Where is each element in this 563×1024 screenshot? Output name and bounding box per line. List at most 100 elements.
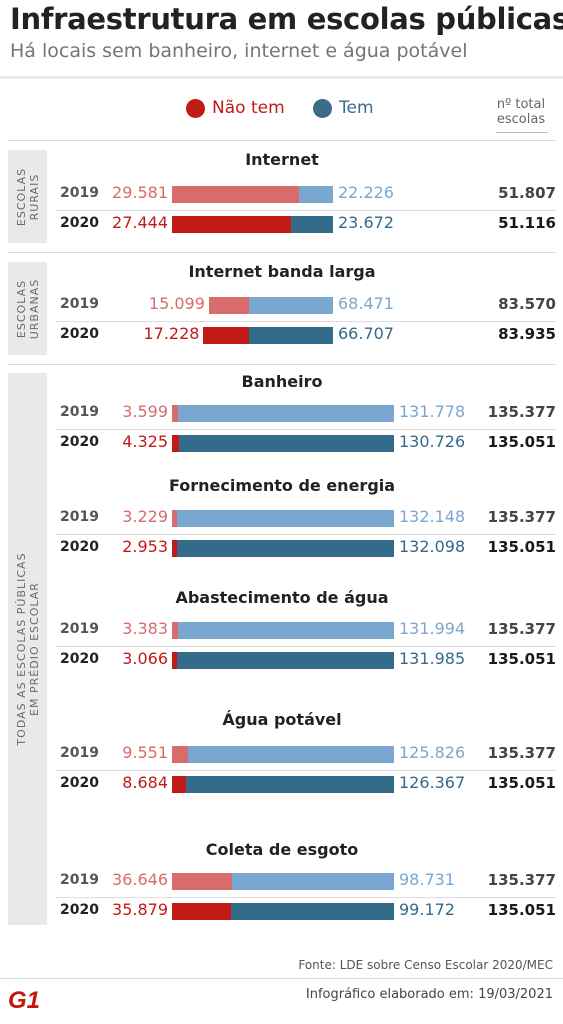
credit-note: Infográfico elaborado em: 19/03/2021 [305,987,553,1002]
total-value: 135.377 [487,620,556,638]
bar-segment-tem [249,297,333,314]
bar-segment-tem [186,776,394,793]
group-all-line-2: EM PRÉDIO ESCOLAR [27,582,41,716]
group-label-rural-text: ESCOLAS RURAIS [15,167,41,225]
bar-segment-nao-tem [203,327,249,344]
total-column-header: nº total escolas [480,97,562,127]
bar-segment-nao-tem [172,216,292,233]
data-label-tem: 98.731 [399,870,455,889]
category-title: Fornecimento de energia [168,476,396,495]
legend-swatch-tem [313,98,332,118]
group-urban-line-1: ESCOLAS [14,279,28,338]
total-header-underline [496,132,548,133]
total-header-line-1: nº total [496,97,546,112]
row-divider [55,646,556,647]
total-value: 135.051 [487,433,556,451]
total-header-line-2: escolas [496,112,546,127]
total-value: 135.051 [487,774,556,792]
data-label-tem: 66.707 [338,324,394,343]
bar-segment-tem [298,186,333,203]
section-divider [8,364,556,365]
data-label-tem: 126.367 [399,773,466,792]
category-title: Água potável [222,710,342,729]
year-label: 2020 [60,434,99,450]
row-divider [55,210,556,211]
group-label-all: TODAS AS ESCOLAS PÚBLICAS EM PRÉDIO ESCO… [8,373,47,925]
data-label-tem: 125.826 [399,743,466,762]
row-divider [55,770,556,771]
legend-item-nao-tem: Não tem [186,98,285,118]
year-label: 2020 [60,775,99,791]
total-value: 135.377 [487,403,556,421]
data-label-nao-tem: 2.953 [122,537,168,556]
category-title: Internet banda larga [188,262,376,281]
chart-title: Infraestrutura em escolas públicas [10,2,563,36]
bar-segment-nao-tem [172,746,188,763]
data-label-nao-tem: 27.444 [112,213,168,232]
bar-segment-tem [187,746,394,763]
bar-segment-tem [177,510,394,527]
data-label-tem: 130.726 [399,432,466,451]
data-label-tem: 131.994 [399,619,466,638]
bar-segment-nao-tem [172,510,178,527]
category-title: Abastecimento de água [175,588,389,607]
legend-label-nao-tem: Não tem [212,98,285,118]
data-label-tem: 132.148 [399,507,466,526]
total-value: 135.051 [487,650,556,668]
bar-segment-nao-tem [172,776,187,793]
year-label: 2019 [60,404,99,420]
bar-segment-tem [291,216,333,233]
year-label: 2019 [60,509,99,525]
year-label: 2020 [60,215,99,231]
data-label-nao-tem: 3.383 [122,619,168,638]
total-value: 83.570 [498,295,556,313]
legend-swatch-nao-tem [186,98,205,118]
group-label-urban: ESCOLAS URBANAS [8,262,47,355]
data-label-nao-tem: 29.581 [112,183,168,202]
bar-segment-nao-tem [208,297,249,314]
data-label-nao-tem: 3.066 [122,649,168,668]
group-all-line-1: TODAS AS ESCOLAS PÚBLICAS [14,552,28,746]
chart-subtitle: Há locais sem banheiro, internet e água … [10,40,468,62]
bar-segment-nao-tem [172,540,177,557]
total-value: 135.051 [487,538,556,556]
total-value: 51.807 [498,184,556,202]
year-label: 2019 [60,185,99,201]
legend-label-tem: Tem [339,98,374,118]
bar-segment-tem [249,327,333,344]
year-label: 2020 [60,326,99,342]
bar-segment-nao-tem [172,903,231,920]
bar-segment-tem [177,652,394,669]
year-label: 2019 [60,872,99,888]
bar-segment-tem [179,435,394,452]
bar-segment-nao-tem [172,435,180,452]
total-value: 135.377 [487,508,556,526]
year-label: 2020 [60,651,99,667]
row-divider [55,534,556,535]
total-value: 135.051 [487,901,556,919]
data-label-tem: 23.672 [338,213,394,232]
bar-segment-tem [177,622,394,639]
data-label-tem: 22.226 [338,183,394,202]
data-label-tem: 99.172 [399,900,455,919]
data-label-nao-tem: 35.879 [112,900,168,919]
total-value: 135.377 [487,871,556,889]
data-label-tem: 131.985 [399,649,466,668]
group-label-all-text: TODAS AS ESCOLAS PÚBLICAS EM PRÉDIO ESCO… [15,552,41,745]
row-divider [55,321,556,322]
category-title: Banheiro [241,372,323,391]
data-label-nao-tem: 4.325 [122,432,168,451]
header-divider [0,76,563,79]
bar-segment-nao-tem [172,873,233,890]
section-divider [8,140,556,141]
total-value: 51.116 [498,214,556,232]
year-label: 2019 [60,296,99,312]
group-label-urban-text: ESCOLAS URBANAS [15,278,41,339]
group-rural-line-1: ESCOLAS [14,167,28,226]
section-divider [8,252,556,253]
bar-segment-tem [177,405,394,422]
bar-segment-nao-tem [172,652,178,669]
data-label-tem: 68.471 [338,294,394,313]
g1-logo: G1 [8,987,40,1012]
data-label-nao-tem: 3.599 [122,402,168,421]
